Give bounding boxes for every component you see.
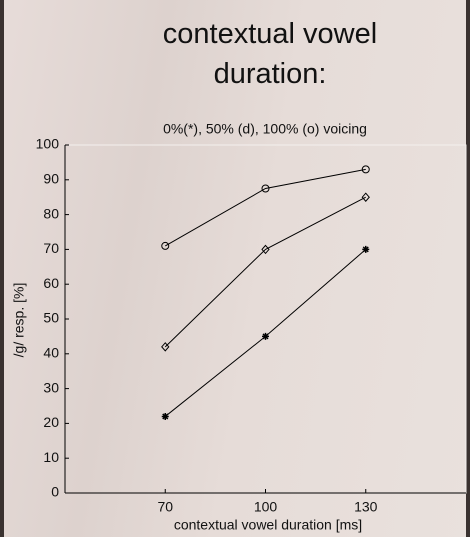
marker	[262, 332, 269, 340]
marker	[361, 165, 370, 174]
y-tick-label: 40	[43, 345, 59, 361]
plot-frame	[64, 144, 467, 494]
y-tick-label: 30	[43, 379, 59, 395]
slide-edge	[466, 0, 470, 537]
marker	[161, 412, 169, 420]
y-tick-label: 50	[43, 310, 59, 326]
x-tick-label: 100	[254, 499, 278, 515]
chart-subtitle: 0%(*), 50% (d), 100% (o) voicing	[163, 121, 367, 137]
y-tick-label: 0	[51, 484, 59, 500]
slide-edge	[0, 0, 4, 537]
y-tick-label: 70	[43, 240, 59, 256]
series-line	[164, 196, 366, 348]
marker	[261, 244, 270, 255]
y-tick-label: 20	[43, 414, 59, 430]
marker	[261, 184, 270, 193]
marker	[361, 192, 370, 202]
x-axis-label: contextual vowel duration [ms]	[174, 517, 362, 533]
y-tick-label: 90	[43, 171, 59, 187]
marker	[161, 342, 170, 352]
y-tick-label: 10	[43, 449, 59, 465]
y-tick-label: 60	[43, 275, 59, 291]
x-tick-label: 130	[354, 499, 378, 515]
marker	[161, 241, 170, 250]
y-axis-label: /g/ resp. [%]	[11, 283, 27, 358]
marker	[362, 245, 370, 253]
chart-title: contextual vowel duration:	[162, 18, 378, 90]
series-line	[165, 168, 366, 247]
y-tick-label: 80	[43, 205, 59, 221]
y-tick-label: 100	[36, 136, 60, 152]
x-tick-label: 70	[157, 499, 173, 515]
